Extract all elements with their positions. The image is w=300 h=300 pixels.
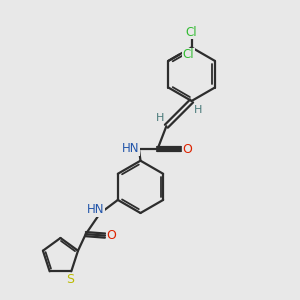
Text: HN: HN bbox=[87, 203, 104, 216]
Text: O: O bbox=[182, 143, 192, 156]
Text: Cl: Cl bbox=[186, 26, 197, 38]
Text: H: H bbox=[194, 106, 202, 116]
Text: Cl: Cl bbox=[182, 48, 194, 61]
Text: HN: HN bbox=[122, 142, 140, 155]
Text: O: O bbox=[107, 229, 116, 242]
Text: H: H bbox=[156, 113, 164, 123]
Text: S: S bbox=[66, 273, 74, 286]
